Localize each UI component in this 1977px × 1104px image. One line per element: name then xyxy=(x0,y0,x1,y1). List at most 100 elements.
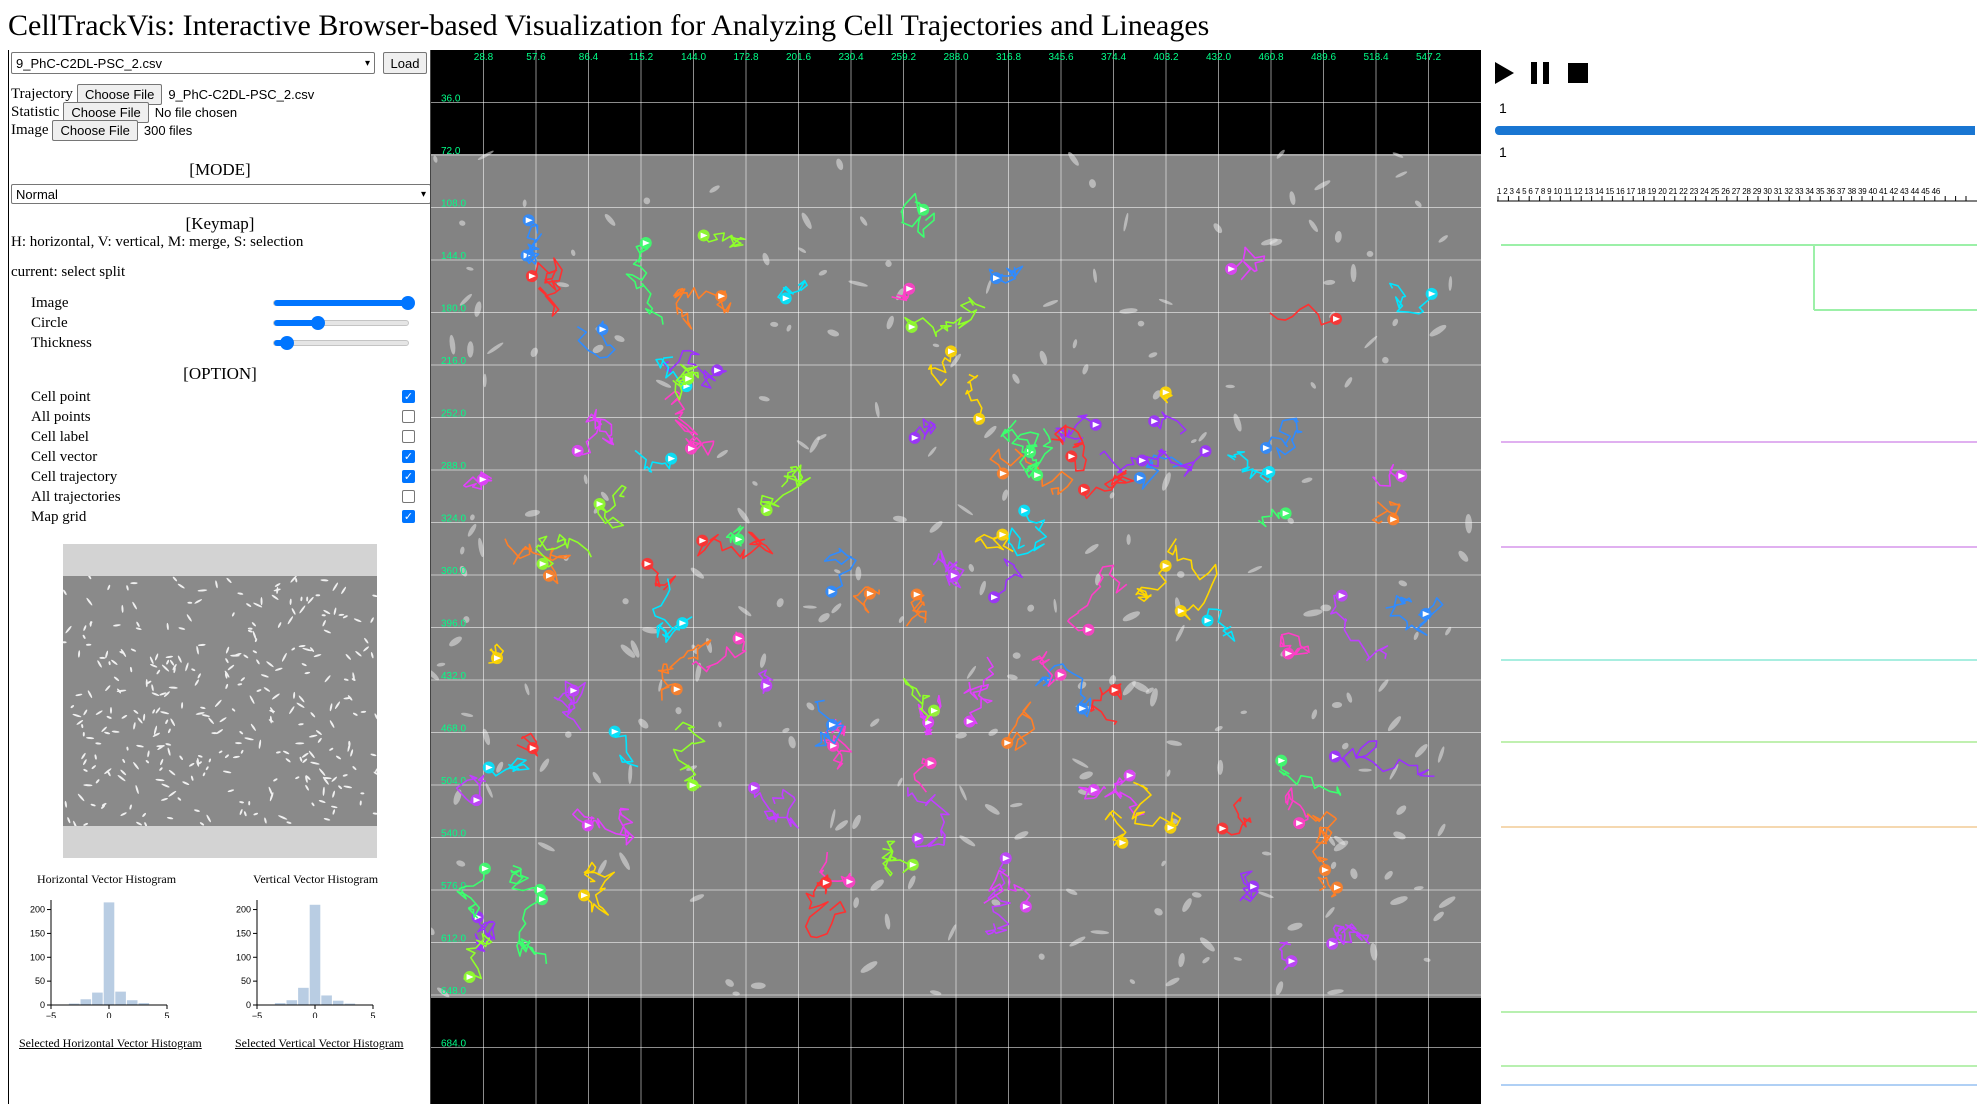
minimap-cell xyxy=(156,669,161,675)
cell xyxy=(1438,896,1456,908)
cell-vector xyxy=(822,879,830,886)
cell-trajectory xyxy=(1269,303,1337,326)
cell xyxy=(718,721,722,728)
load-button[interactable]: Load xyxy=(383,52,427,74)
cell-trajectory xyxy=(1265,417,1303,459)
y-tick-label: 360.0 xyxy=(441,566,466,577)
slider-thumb[interactable] xyxy=(401,296,415,310)
minimap-cell xyxy=(251,622,257,627)
minimap-cell xyxy=(370,753,377,757)
cell-trajectory xyxy=(804,874,847,939)
cell xyxy=(583,474,588,485)
minimap-cell xyxy=(120,812,127,816)
keymap-heading: [Keymap] xyxy=(185,214,255,233)
thickness-slider[interactable] xyxy=(273,336,409,350)
slider-thumb[interactable] xyxy=(311,316,326,330)
cell-trajectory xyxy=(1385,595,1444,636)
cell xyxy=(1429,324,1447,337)
cell-vector xyxy=(473,797,481,804)
cell xyxy=(1002,489,1009,501)
image-opacity-slider[interactable] xyxy=(273,296,415,310)
cell xyxy=(959,835,976,847)
frame-progress-bar[interactable] xyxy=(1495,126,1975,135)
slider-thumb[interactable] xyxy=(280,336,295,350)
cell xyxy=(797,247,807,253)
cell-vector xyxy=(574,447,582,454)
mode-select[interactable]: Normal ▾ xyxy=(11,184,431,204)
x-tick-label: 28.8 xyxy=(474,52,494,63)
cell-vector xyxy=(763,682,771,689)
minimap-cell xyxy=(240,677,245,682)
cell-vector xyxy=(1177,608,1185,615)
minimap-cell xyxy=(166,816,174,820)
trajectory-map[interactable]: 28.8 57.6 86.4 115.2 144.0 172.8 201.6 230.4 259… xyxy=(430,50,1482,1104)
y-tick-label: 576.0 xyxy=(441,881,466,892)
histogram-bar xyxy=(103,902,115,1005)
minimap-cell xyxy=(305,775,311,781)
cell-vector xyxy=(735,635,743,642)
play-button[interactable] xyxy=(1491,60,1517,86)
minimap-cell xyxy=(260,674,269,678)
minimap-cell xyxy=(85,643,92,646)
stop-button[interactable] xyxy=(1565,60,1591,86)
minimap-cell xyxy=(101,804,106,809)
image-choose-file-button[interactable]: Choose File xyxy=(52,120,138,141)
statistic-choose-file-button[interactable]: Choose File xyxy=(63,102,149,123)
minimap-cell xyxy=(247,627,253,630)
selected-horizontal-histogram-link[interactable]: Selected Horizontal Vector Histogram xyxy=(19,1036,202,1050)
circle-size-slider[interactable] xyxy=(273,316,409,330)
minimap-cell xyxy=(332,582,339,591)
y-tick-label: 200 xyxy=(236,905,251,915)
cell-vector xyxy=(1250,883,1258,890)
minimap-cell xyxy=(343,678,349,681)
all-points-checkbox[interactable] xyxy=(402,410,415,423)
cell-vector xyxy=(927,760,935,767)
all-trajectories-checkbox[interactable] xyxy=(402,490,415,503)
pause-button[interactable] xyxy=(1527,60,1553,86)
cell-vector xyxy=(699,537,707,544)
map-grid-checkbox[interactable]: ✓ xyxy=(402,510,415,523)
cell xyxy=(1154,908,1163,916)
cell-vector xyxy=(1228,265,1236,272)
minimap-image xyxy=(63,576,377,826)
minimap[interactable] xyxy=(63,544,377,858)
cell-vector xyxy=(782,295,790,302)
cell xyxy=(463,616,470,623)
minimap-cell xyxy=(246,603,252,607)
cell xyxy=(1392,318,1399,327)
thickness-slider-label: Thickness xyxy=(31,334,92,351)
minimap-cell xyxy=(231,612,235,617)
minimap-cell xyxy=(91,765,96,770)
cell xyxy=(957,504,973,516)
minimap-cell xyxy=(218,750,223,754)
minimap-cell xyxy=(299,605,306,614)
minimap-cell xyxy=(195,712,205,715)
minimap-cell xyxy=(317,737,322,743)
cell xyxy=(752,481,758,486)
cell-label-checkbox[interactable] xyxy=(402,430,415,443)
minimap-cell xyxy=(299,756,303,762)
cell-trajectory xyxy=(1239,870,1259,903)
lineage-tree[interactable] xyxy=(1481,210,1977,1104)
cell-vector xyxy=(735,536,743,543)
cell xyxy=(1413,631,1419,641)
y-tick-label: 108.0 xyxy=(441,199,466,210)
y-tick-label: 504.0 xyxy=(441,776,466,787)
minimap-cell xyxy=(169,659,175,666)
cell-point-checkbox[interactable]: ✓ xyxy=(402,390,415,403)
cell-vector-checkbox[interactable]: ✓ xyxy=(402,450,415,463)
cell-vector xyxy=(828,588,836,595)
minimap-cell xyxy=(151,684,154,692)
map-canvas[interactable]: 28.8 57.6 86.4 115.2 144.0 172.8 201.6 230.4 259… xyxy=(431,50,1481,1104)
minimap-cell xyxy=(302,758,308,764)
cell xyxy=(1042,300,1059,307)
minimap-cell xyxy=(130,648,137,652)
selected-vertical-histogram-link[interactable]: Selected Vertical Vector Histogram xyxy=(235,1036,404,1050)
dataset-select[interactable]: 9_PhC-C2DL-PSC_2.csv ▾ xyxy=(11,52,375,74)
minimap-cell xyxy=(72,713,82,718)
option-map-grid: Map grid ✓ xyxy=(31,508,415,526)
minimap-cell xyxy=(232,755,240,759)
cell-trajectory-checkbox[interactable]: ✓ xyxy=(402,470,415,483)
minimap-cell xyxy=(323,818,331,821)
cell xyxy=(1152,390,1162,400)
